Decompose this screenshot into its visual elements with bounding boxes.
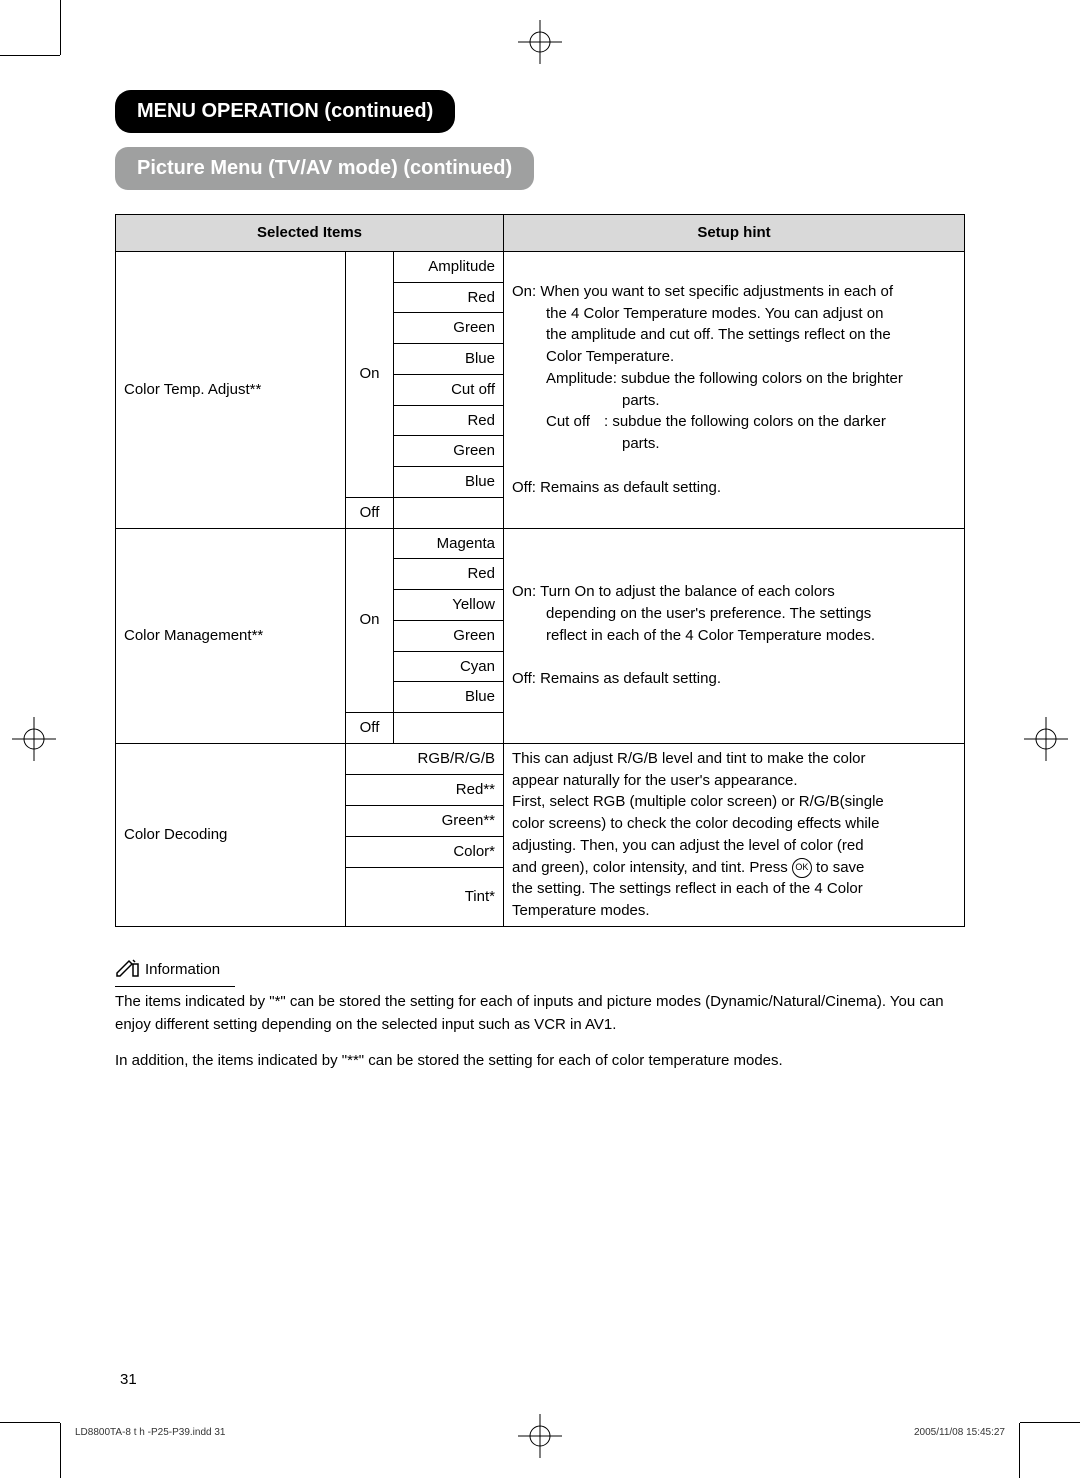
cell-empty [394, 713, 504, 744]
crop-mark [0, 1422, 60, 1423]
hint-line: the 4 Color Temperature modes. You can a… [512, 303, 956, 325]
hint-line: depending on the user's preference. The … [512, 603, 956, 625]
cutoff-text: : subdue the following colors on the dar… [604, 411, 886, 433]
hint-line: Amplitude: subdue the following colors o… [512, 368, 956, 390]
cutoff-label: Cut off [546, 411, 604, 433]
registration-mark-icon [518, 20, 562, 64]
crop-mark [60, 0, 61, 55]
cell-color-temp-label: Color Temp. Adjust** [116, 251, 346, 528]
page-number: 31 [120, 1371, 137, 1388]
hint-line: First, select RGB (multiple color screen… [512, 793, 884, 810]
cell-cutoff: Cut off [394, 374, 504, 405]
registration-mark-icon [12, 717, 56, 761]
cell-red: Red [394, 282, 504, 313]
information-body: The items indicated by "*" can be stored… [115, 991, 965, 1073]
settings-table: Selected Items Setup hint Color Temp. Ad… [115, 214, 965, 927]
cell-red: Red** [346, 774, 504, 805]
cell-on: On [346, 251, 394, 497]
hint-line: Cut off : subdue the following colors on… [512, 411, 956, 433]
hint-line: Off: Remains as default setting. [512, 479, 721, 496]
hint-line: parts. [512, 433, 956, 455]
cell-color: Color* [346, 836, 504, 867]
cell-magenta: Magenta [394, 528, 504, 559]
cell-rgb: RGB/R/G/B [346, 743, 504, 774]
ok-button-icon: OK [792, 858, 812, 878]
hint-line: On: When you want to set specific adjust… [512, 283, 893, 300]
info-paragraph: In addition, the items indicated by "**"… [115, 1050, 965, 1073]
cell-amplitude: Amplitude [394, 251, 504, 282]
cell-color-mgmt-label: Color Management** [116, 528, 346, 743]
crop-mark [0, 55, 60, 56]
hint-line: This can adjust R/G/B level and tint to … [512, 750, 866, 767]
hint-line: color screens) to check the color decodi… [512, 815, 879, 832]
section-title-gray: Picture Menu (TV/AV mode) (continued) [115, 147, 534, 190]
info-paragraph: The items indicated by "*" can be stored… [115, 991, 965, 1036]
footer-file-info: LD8800TA-8 t h -P25-P39.indd 31 [75, 1427, 225, 1438]
hint-line: the setting. The settings reflect in eac… [512, 880, 863, 897]
crop-mark [1019, 1423, 1020, 1478]
hint-line: Color Temperature. [512, 346, 956, 368]
registration-mark-icon [1024, 717, 1068, 761]
cell-color-dec-label: Color Decoding [116, 743, 346, 926]
cell-on: On [346, 528, 394, 713]
hint-line: and green), color intensity, and tint. P… [512, 859, 792, 876]
handwriting-icon [115, 957, 139, 985]
hint-line: parts. [512, 390, 956, 412]
th-setup-hint: Setup hint [504, 215, 965, 252]
cell-green: Green [394, 436, 504, 467]
cell-red: Red [394, 559, 504, 590]
registration-mark-icon [518, 1414, 562, 1458]
cell-color-temp-hint: On: When you want to set specific adjust… [504, 251, 965, 528]
hint-line: the amplitude and cut off. The settings … [512, 324, 956, 346]
cell-off: Off [346, 713, 394, 744]
th-selected-items: Selected Items [116, 215, 504, 252]
crop-mark [1020, 1422, 1080, 1423]
cell-empty [394, 497, 504, 528]
crop-mark [60, 1423, 61, 1478]
hint-line: Temperature modes. [512, 902, 650, 919]
cell-green: Green** [346, 805, 504, 836]
cell-off: Off [346, 497, 394, 528]
hint-line: to save [812, 859, 865, 876]
hint-line: On: Turn On to adjust the balance of eac… [512, 583, 835, 600]
cell-tint: Tint* [346, 867, 504, 926]
hint-line: adjusting. Then, you can adjust the leve… [512, 837, 864, 854]
cell-blue: Blue [394, 682, 504, 713]
cell-blue: Blue [394, 344, 504, 375]
hint-line: reflect in each of the 4 Color Temperatu… [512, 625, 956, 647]
information-label: Information [145, 959, 220, 982]
hint-line: Off: Remains as default setting. [512, 670, 721, 687]
cell-blue: Blue [394, 467, 504, 498]
page-content: MENU OPERATION (continued) Picture Menu … [115, 90, 965, 1087]
section-title-black: MENU OPERATION (continued) [115, 90, 455, 133]
cell-yellow: Yellow [394, 590, 504, 621]
information-heading: Information [115, 957, 235, 988]
cell-color-dec-hint: This can adjust R/G/B level and tint to … [504, 743, 965, 926]
cell-color-mgmt-hint: On: Turn On to adjust the balance of eac… [504, 528, 965, 743]
footer-timestamp: 2005/11/08 15:45:27 [914, 1427, 1005, 1438]
information-block: Information The items indicated by "*" c… [115, 957, 965, 1073]
cell-cyan: Cyan [394, 651, 504, 682]
cell-green: Green [394, 620, 504, 651]
hint-line: appear naturally for the user's appearan… [512, 772, 798, 789]
cell-red: Red [394, 405, 504, 436]
cell-green: Green [394, 313, 504, 344]
